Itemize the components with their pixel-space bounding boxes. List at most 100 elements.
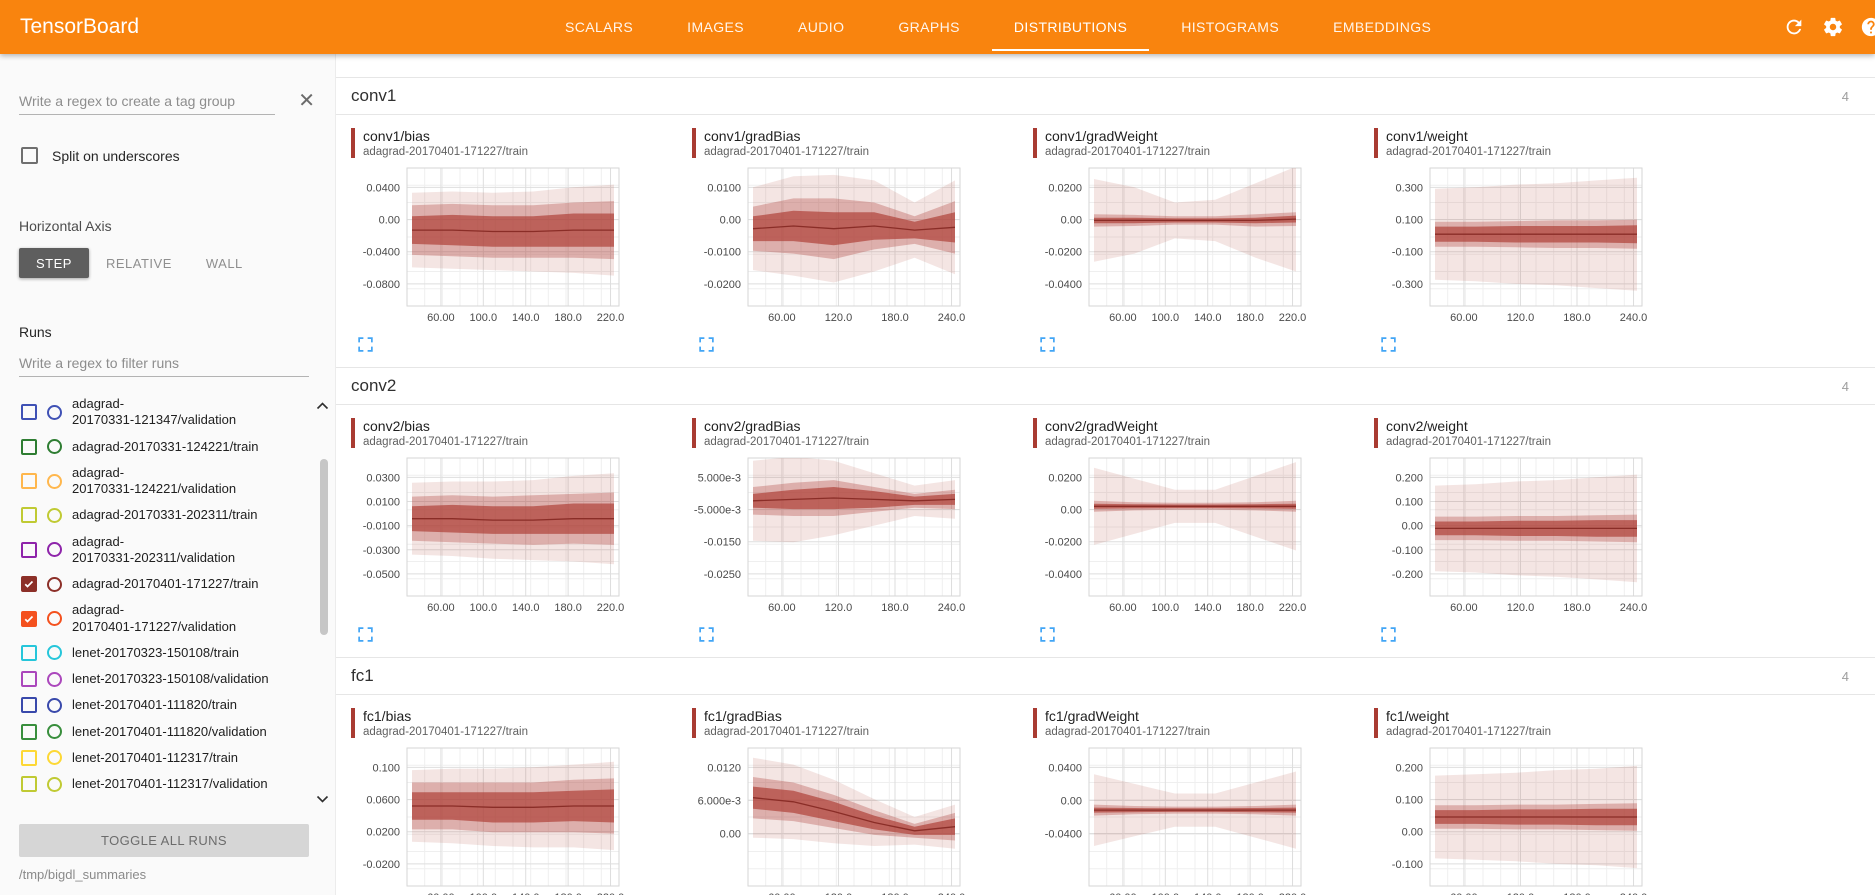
svg-text:0.0200: 0.0200: [366, 827, 400, 839]
run-isolate-radio[interactable]: [47, 576, 62, 592]
chart-title: conv1/weight: [1386, 128, 1468, 144]
tab-distributions[interactable]: DISTRIBUTIONS: [987, 0, 1154, 54]
run-row[interactable]: adagrad- 20170331-124221/validation: [21, 460, 291, 503]
distribution-plot[interactable]: 0.100 0.0600 0.0200 -0.0200 60.00 100.0 140.0 1…: [351, 745, 629, 895]
run-isolate-radio[interactable]: [47, 542, 62, 558]
run-checkbox[interactable]: [21, 749, 37, 766]
split-on-underscores-checkbox[interactable]: Split on underscores: [21, 147, 335, 164]
distribution-plot[interactable]: 0.0400 0.00 -0.0400 60.00 100.0 140.0 180.0 220…: [1033, 745, 1311, 895]
help-icon[interactable]: [1860, 16, 1875, 38]
svg-text:-0.0800: -0.0800: [363, 279, 400, 291]
distribution-plot[interactable]: 0.300 0.100 -0.100 -0.300 60.00 120.0 180.0 240…: [1374, 165, 1652, 325]
chart-title: fc1/bias: [363, 708, 412, 724]
expand-icon[interactable]: [1380, 626, 1397, 643]
distribution-plot[interactable]: 0.0100 0.00 -0.0100 -0.0200 60.00 120.0 180.0 2…: [692, 165, 970, 325]
expand-icon[interactable]: [1039, 336, 1056, 353]
run-checkbox[interactable]: [21, 541, 37, 558]
distribution-plot[interactable]: 0.0120 6.000e-3 0.00 60.00 120.0 180.0 240.0: [692, 745, 970, 895]
tab-audio[interactable]: AUDIO: [798, 19, 845, 35]
tab-embeddings[interactable]: EMBEDDINGS: [1333, 19, 1432, 35]
run-row[interactable]: lenet-20170401-112317/validation: [21, 771, 291, 797]
svg-text:120.0: 120.0: [825, 312, 853, 324]
tag-filter-input[interactable]: [19, 88, 275, 115]
expand-icon[interactable]: [698, 336, 715, 353]
run-isolate-radio[interactable]: [47, 507, 62, 523]
run-row[interactable]: lenet-20170323-150108/train: [21, 640, 291, 666]
expand-icon[interactable]: [698, 626, 715, 643]
axis-button-wall[interactable]: WALL: [189, 248, 260, 278]
distribution-plot[interactable]: 0.0300 0.0100 -0.0100 -0.0300 -0.0500 60.00 10…: [351, 455, 629, 615]
app-body: ✕ Split on underscores Horizontal Axis S…: [0, 54, 1875, 895]
distribution-plot[interactable]: 0.200 0.100 0.00 -0.100 60.00 120.0 180.0 240.0: [1374, 745, 1652, 895]
runs-scrollbar[interactable]: [314, 389, 332, 816]
section-header[interactable]: conv2 4: [336, 368, 1875, 405]
run-checkbox[interactable]: [21, 507, 37, 524]
chevron-up-icon[interactable]: [316, 397, 329, 415]
svg-text:120.0: 120.0: [1507, 602, 1535, 614]
tab-images[interactable]: IMAGES: [687, 19, 745, 35]
run-isolate-radio[interactable]: [47, 750, 62, 766]
run-checkbox[interactable]: [21, 671, 37, 688]
toggle-all-runs-button[interactable]: TOGGLE ALL RUNS: [19, 824, 309, 857]
distribution-plot[interactable]: 0.0200 0.00 -0.0200 -0.0400 60.00 100.0 140.0 1…: [1033, 165, 1311, 325]
tab-scalars[interactable]: SCALARS: [565, 19, 634, 35]
run-checkbox[interactable]: [21, 610, 37, 627]
gear-icon[interactable]: [1822, 16, 1844, 38]
run-row[interactable]: adagrad- 20170331-121347/validation: [21, 391, 291, 434]
distribution-plot[interactable]: 0.0400 0.00 -0.0400 -0.0800 60.00 100.0 140.0 1…: [351, 165, 629, 325]
expand-icon[interactable]: [1039, 626, 1056, 643]
tab-graphs[interactable]: GRAPHS: [898, 19, 960, 35]
run-isolate-radio[interactable]: [47, 776, 62, 792]
run-checkbox[interactable]: [21, 438, 37, 455]
svg-text:-0.0200: -0.0200: [1045, 247, 1082, 259]
section-header[interactable]: conv1 4: [336, 78, 1875, 115]
run-checkbox[interactable]: [21, 776, 37, 793]
run-isolate-radio[interactable]: [47, 404, 62, 420]
run-label: adagrad-20170331-202311/train: [72, 507, 258, 523]
clear-icon[interactable]: ✕: [298, 90, 315, 112]
run-row[interactable]: lenet-20170401-112317/train: [21, 745, 291, 771]
run-label: adagrad- 20170331-124221/validation: [72, 464, 237, 496]
run-isolate-radio[interactable]: [47, 697, 62, 713]
run-isolate-radio[interactable]: [47, 671, 62, 687]
run-isolate-radio[interactable]: [47, 645, 62, 661]
run-isolate-radio[interactable]: [47, 611, 62, 626]
axis-button-relative[interactable]: RELATIVE: [89, 248, 189, 278]
svg-text:140.0: 140.0: [1194, 602, 1222, 614]
axis-button-step[interactable]: STEP: [19, 248, 89, 278]
checkbox-icon[interactable]: [21, 147, 38, 164]
run-checkbox[interactable]: [21, 473, 37, 489]
refresh-icon[interactable]: [1783, 16, 1805, 38]
run-row[interactable]: lenet-20170323-150108/validation: [21, 666, 291, 692]
run-checkbox[interactable]: [21, 576, 37, 593]
run-checkbox[interactable]: [21, 644, 37, 661]
section-header[interactable]: fc1 4: [336, 658, 1875, 695]
runs-filter-input[interactable]: [19, 350, 309, 377]
chevron-down-icon[interactable]: [316, 790, 329, 808]
tab-histograms[interactable]: HISTOGRAMS: [1181, 19, 1280, 35]
run-isolate-radio[interactable]: [47, 439, 62, 455]
run-row[interactable]: lenet-20170401-111820/validation: [21, 719, 291, 745]
expand-icon[interactable]: [357, 626, 374, 643]
run-row[interactable]: adagrad- 20170331-202311/validation: [21, 529, 291, 572]
expand-icon[interactable]: [357, 336, 374, 353]
run-checkbox[interactable]: [21, 723, 37, 740]
distribution-plot[interactable]: 0.0200 0.00 -0.0200 -0.0400 60.00 100.0 140.0 1…: [1033, 455, 1311, 615]
tag-sections: conv1 4 conv1/bias adagrad-20170401-171227/…: [336, 77, 1875, 895]
run-row[interactable]: lenet-20170401-111820/train: [21, 692, 291, 718]
chart-card: fc1/gradBias adagrad-20170401-171227/trai…: [692, 708, 1027, 895]
run-row[interactable]: adagrad- 20170401-171227/validation: [21, 597, 291, 640]
run-checkbox[interactable]: [21, 697, 37, 714]
svg-text:60.00: 60.00: [1109, 312, 1137, 324]
run-isolate-radio[interactable]: [47, 724, 62, 740]
scrollbar-thumb[interactable]: [320, 459, 328, 635]
run-row[interactable]: adagrad-20170331-202311/train: [21, 502, 291, 528]
run-isolate-radio[interactable]: [47, 473, 62, 489]
distribution-plot[interactable]: 0.200 0.100 0.00 -0.100 -0.200 60.00 120.0 180.…: [1374, 455, 1652, 615]
run-checkbox[interactable]: [21, 404, 37, 421]
run-row[interactable]: adagrad-20170331-124221/train: [21, 434, 291, 460]
expand-icon[interactable]: [1380, 336, 1397, 353]
run-row[interactable]: adagrad-20170401-171227/train: [21, 571, 291, 597]
distribution-plot[interactable]: 5.000e-3 -5.000e-3 -0.0150 -0.0250 60.00 120.…: [692, 455, 970, 615]
